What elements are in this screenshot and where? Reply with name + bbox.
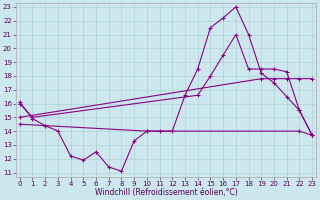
X-axis label: Windchill (Refroidissement éolien,°C): Windchill (Refroidissement éolien,°C) [95, 188, 237, 197]
